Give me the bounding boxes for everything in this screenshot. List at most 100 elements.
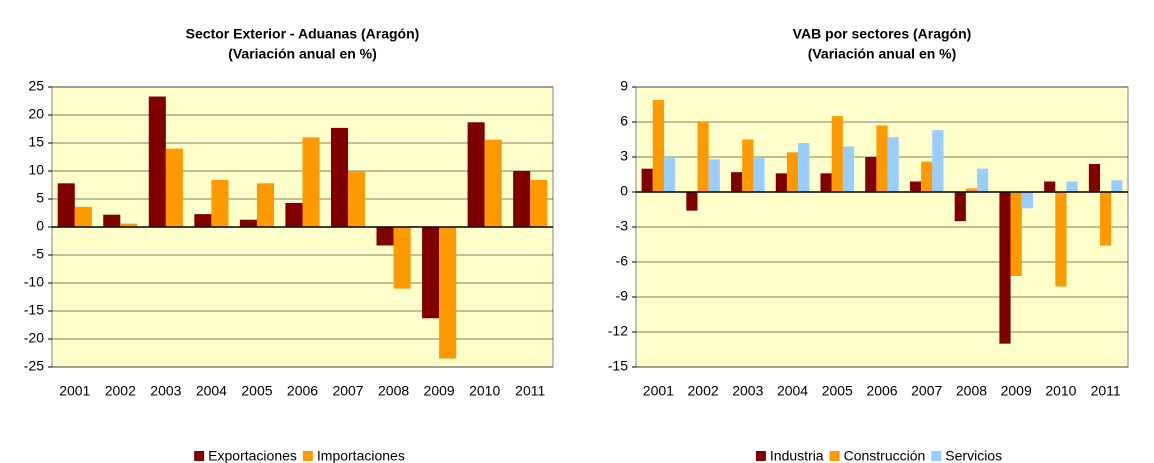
legend-swatch xyxy=(931,451,942,461)
bar xyxy=(708,159,720,192)
y-tick-label: 5 xyxy=(36,190,44,206)
y-tick-label: -6 xyxy=(616,253,629,269)
y-tick-label: -15 xyxy=(608,358,628,374)
y-tick-label: -3 xyxy=(616,218,629,234)
y-tick-label: 25 xyxy=(28,78,44,94)
bar xyxy=(422,227,440,319)
chart-title: VAB por sectores (Aragón) xyxy=(793,26,972,42)
y-tick-label: 10 xyxy=(28,162,44,178)
y-tick-label: -9 xyxy=(616,288,629,304)
bar xyxy=(348,171,366,227)
bar xyxy=(798,143,810,192)
bar xyxy=(376,227,394,246)
x-tick-label: 2001 xyxy=(59,383,90,399)
bar xyxy=(103,214,121,227)
legend-swatch xyxy=(755,451,766,461)
y-tick-label: -20 xyxy=(24,330,44,346)
bar xyxy=(831,116,843,192)
x-tick-label: 2011 xyxy=(1091,383,1121,399)
bar xyxy=(697,122,709,192)
y-tick-label: 6 xyxy=(620,113,628,129)
bar xyxy=(484,139,502,227)
bar xyxy=(1021,192,1033,209)
legend-swatch xyxy=(302,451,313,461)
bar xyxy=(194,214,212,227)
bar xyxy=(1088,164,1101,192)
legend-label: Exportaciones xyxy=(208,448,297,463)
x-tick-label: 2004 xyxy=(196,383,227,399)
bar xyxy=(731,172,743,192)
bar xyxy=(932,130,944,192)
bar xyxy=(285,202,303,227)
bar xyxy=(876,125,888,192)
bar xyxy=(842,146,855,192)
x-tick-label: 2010 xyxy=(469,383,500,399)
bar xyxy=(1055,192,1067,287)
x-tick-label: 2008 xyxy=(956,383,987,399)
bar xyxy=(1066,181,1078,192)
bar xyxy=(513,171,531,227)
y-tick-label: -15 xyxy=(24,302,44,318)
bar xyxy=(1111,180,1123,192)
x-tick-label: 2007 xyxy=(911,383,942,399)
legend-label: Construcción xyxy=(844,448,926,463)
legend-label: Industria xyxy=(770,448,824,463)
y-tick-label: 20 xyxy=(28,106,44,122)
x-tick-label: 2009 xyxy=(424,383,455,399)
bar xyxy=(239,219,257,227)
x-tick-label: 2001 xyxy=(643,383,674,399)
bar xyxy=(211,179,229,227)
bar xyxy=(1010,192,1022,276)
x-tick-label: 2003 xyxy=(732,383,763,399)
y-tick-label: 0 xyxy=(36,218,44,234)
legend-swatch xyxy=(194,451,205,461)
x-tick-label: 2002 xyxy=(105,383,136,399)
y-tick-label: -12 xyxy=(608,323,628,339)
chart-title: (Variación anual en %) xyxy=(228,46,377,62)
bar xyxy=(887,137,899,192)
x-tick-label: 2006 xyxy=(287,383,318,399)
bar xyxy=(467,122,485,227)
x-tick-label: 2004 xyxy=(777,383,808,399)
bar xyxy=(909,181,922,192)
bar xyxy=(663,158,676,192)
y-tick-label: -25 xyxy=(24,358,44,374)
x-tick-label: 2006 xyxy=(866,383,897,399)
chart-title: (Variación anual en %) xyxy=(808,46,957,62)
bar xyxy=(1100,192,1112,246)
y-tick-label: 3 xyxy=(620,148,628,164)
bar xyxy=(393,227,411,289)
bar xyxy=(148,96,166,228)
bar xyxy=(686,192,698,211)
bar xyxy=(530,179,548,227)
bar xyxy=(57,183,75,227)
bar xyxy=(820,173,832,192)
bar xyxy=(999,192,1011,344)
y-tick-label: 0 xyxy=(620,183,628,199)
bar xyxy=(330,127,349,227)
y-tick-label: -5 xyxy=(32,246,45,262)
bar xyxy=(742,139,754,192)
bar xyxy=(652,99,664,192)
y-tick-label: 15 xyxy=(28,134,44,150)
bar xyxy=(256,183,275,227)
bar xyxy=(786,152,799,192)
bar xyxy=(439,227,457,359)
x-tick-label: 2011 xyxy=(515,383,545,399)
x-tick-label: 2008 xyxy=(378,383,409,399)
y-tick-label: -10 xyxy=(24,274,44,290)
chart-title: Sector Exterior - Aduanas (Aragón) xyxy=(186,26,420,42)
bar xyxy=(641,168,653,192)
x-tick-label: 2007 xyxy=(332,383,363,399)
bar xyxy=(865,157,877,192)
bar xyxy=(954,192,966,222)
bar xyxy=(753,158,765,192)
x-tick-label: 2005 xyxy=(241,383,272,399)
x-tick-label: 2003 xyxy=(150,383,181,399)
bar xyxy=(775,173,787,192)
x-tick-label: 2002 xyxy=(688,383,719,399)
x-tick-label: 2005 xyxy=(822,383,853,399)
bar xyxy=(977,168,989,192)
